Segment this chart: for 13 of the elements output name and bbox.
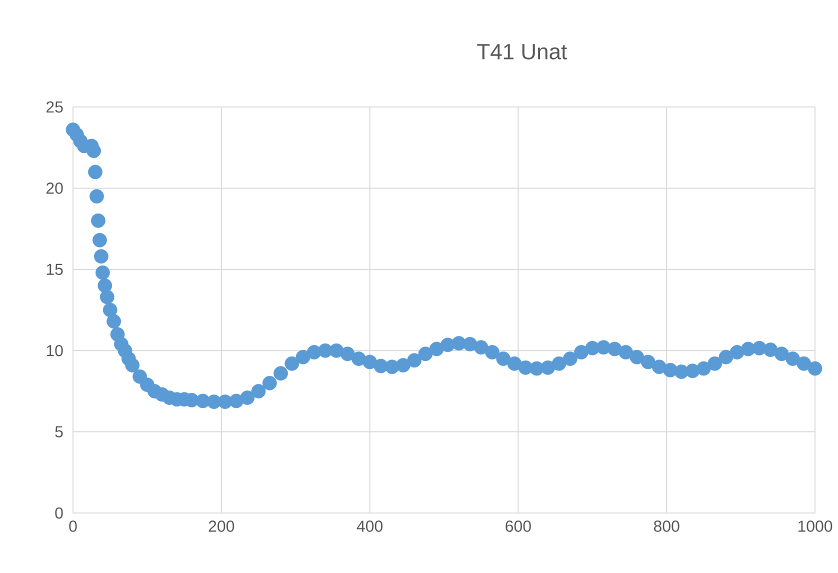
y-tick-label: 25 (46, 101, 63, 113)
x-tick-label: 200 (208, 520, 234, 532)
x-tick-label: 1000 (798, 520, 832, 532)
x-tick-label: 800 (654, 520, 680, 532)
y-tick-label: 20 (46, 182, 63, 194)
y-tick-label: 0 (55, 507, 63, 519)
y-tick-label: 5 (55, 426, 63, 438)
x-tick-label: 400 (356, 520, 383, 532)
y-tick-label: 15 (46, 264, 63, 275)
x-tick-label: 600 (506, 520, 531, 532)
x-tick-label: 0 (69, 520, 77, 532)
y-tick-label: 10 (46, 344, 63, 356)
chart-title: T41 Unat (477, 44, 567, 60)
